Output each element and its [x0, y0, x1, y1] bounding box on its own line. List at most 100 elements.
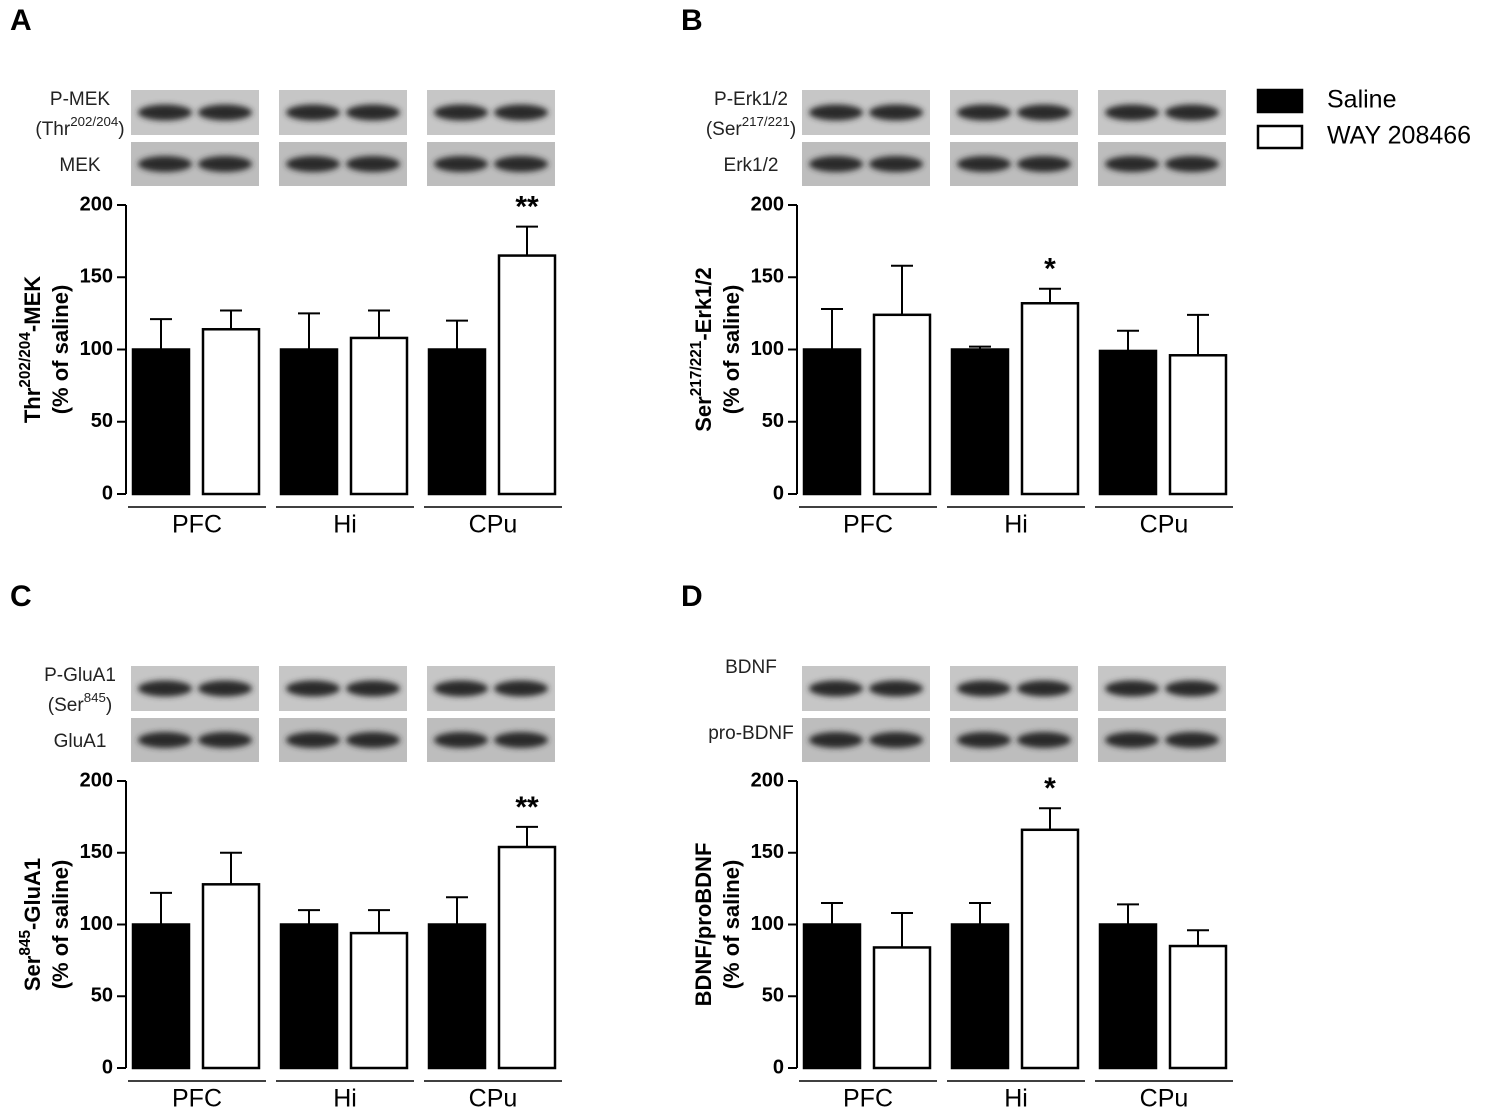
y-axis-label: Ser845-GluA1 — [17, 858, 45, 991]
y-tick-label: 0 — [773, 482, 784, 504]
bar — [131, 923, 191, 1070]
blot-label-part: pro-BDNF — [708, 723, 794, 744]
bar — [497, 845, 557, 1070]
blot-band — [957, 680, 1011, 697]
blot-band — [869, 104, 923, 121]
y-axis-label: Ser217/221-Erk1/2 — [688, 267, 716, 432]
x-tick-label: Hi — [1004, 511, 1028, 539]
y-axis-label-part: -GluA1 — [20, 858, 45, 930]
blot-label: (Ser217/221) — [706, 114, 796, 140]
blot-band — [346, 104, 400, 121]
blot-band — [138, 680, 192, 697]
x-tick-label: PFC — [843, 1085, 893, 1113]
blot-band — [1105, 732, 1159, 748]
blot-band — [346, 732, 400, 748]
blot-band — [809, 104, 863, 121]
blot-label-part: 217/221 — [742, 114, 790, 129]
legend-swatch — [1256, 88, 1304, 114]
panel-letter: A — [10, 4, 32, 37]
blot-band — [286, 104, 340, 121]
x-tick-label: CPu — [1140, 1085, 1189, 1113]
y-axis-label-part: Thr — [20, 387, 45, 423]
y-tick-label: 200 — [751, 769, 784, 791]
bar — [427, 923, 487, 1070]
blot-band — [198, 680, 252, 697]
blot-label-part: BDNF — [725, 657, 777, 678]
blot-band — [1165, 732, 1219, 748]
x-tick-label: PFC — [172, 511, 222, 539]
y-axis-label: (% of saline) — [48, 285, 73, 415]
blot-band — [957, 732, 1011, 748]
significance-marker: ** — [515, 791, 539, 824]
blot-band — [809, 732, 863, 748]
bar — [497, 254, 557, 496]
blot-label: (Ser845) — [48, 690, 112, 716]
y-axis-label-part: (% of saline) — [719, 285, 744, 415]
blot-band — [286, 680, 340, 697]
significance-marker: ** — [515, 191, 539, 224]
blot-band — [1105, 156, 1159, 172]
bar — [279, 348, 339, 496]
blot-label-part: (Ser — [706, 119, 743, 140]
blot-label: GluA1 — [54, 731, 107, 752]
y-axis-label-part: (% of saline) — [48, 285, 73, 415]
panel-letter: C — [10, 580, 32, 613]
blot-band — [957, 104, 1011, 121]
blot-band — [1017, 732, 1071, 748]
bar — [1098, 923, 1158, 1070]
blot-band — [1017, 680, 1071, 697]
blot-band — [1105, 680, 1159, 697]
blot-band — [1165, 156, 1219, 172]
blot-label: P-GluA1 — [44, 665, 116, 686]
y-tick-label: 50 — [91, 410, 113, 432]
y-tick-label: 50 — [762, 410, 784, 432]
bar — [802, 923, 862, 1070]
y-tick-label: 200 — [80, 769, 113, 791]
y-axis-label-part: BDNF/proBDNF — [691, 843, 716, 1007]
bar — [349, 336, 409, 496]
x-tick-label: Hi — [333, 1085, 357, 1113]
bar — [950, 923, 1010, 1070]
x-tick-label: Hi — [333, 511, 357, 539]
blot-band — [434, 680, 488, 697]
blot-band — [494, 104, 548, 121]
blot-band — [869, 680, 923, 697]
y-tick-label: 50 — [762, 985, 784, 1007]
y-axis-label-part: Ser — [20, 955, 45, 991]
significance-marker: * — [1044, 772, 1056, 805]
y-tick-label: 200 — [751, 193, 784, 215]
blot-label-part: ) — [118, 119, 124, 140]
blot-label: P-MEK — [50, 89, 111, 110]
y-tick-label: 200 — [80, 193, 113, 215]
blot-label: MEK — [59, 155, 101, 176]
panel-letter: D — [681, 580, 703, 613]
blot-band — [1105, 104, 1159, 121]
y-axis-label: (% of saline) — [719, 860, 744, 990]
blot-band — [494, 732, 548, 748]
blot-band — [434, 104, 488, 121]
y-axis-label-part: -Erk1/2 — [691, 267, 716, 340]
y-tick-label: 0 — [773, 1056, 784, 1078]
blot-band — [138, 156, 192, 172]
x-tick-label: PFC — [843, 511, 893, 539]
bar — [872, 946, 932, 1070]
blot-label: (Thr202/204) — [35, 114, 124, 140]
blot-label: BDNF — [725, 657, 777, 678]
y-tick-label: 50 — [91, 985, 113, 1007]
blot-band — [198, 156, 252, 172]
bar — [131, 348, 191, 496]
blot-band — [957, 156, 1011, 172]
blot-band — [1017, 156, 1071, 172]
blot-band — [494, 680, 548, 697]
bar — [1020, 302, 1080, 496]
blot-label: P-Erk1/2 — [714, 89, 788, 110]
blot-band — [434, 732, 488, 748]
blot-band — [286, 732, 340, 748]
x-tick-label: CPu — [469, 511, 518, 539]
y-axis-label-part: 845 — [17, 930, 34, 956]
bar — [872, 313, 932, 496]
bar — [279, 923, 339, 1070]
bar — [1098, 349, 1158, 496]
y-axis-label-part: -MEK — [20, 276, 45, 332]
blot-band — [286, 156, 340, 172]
